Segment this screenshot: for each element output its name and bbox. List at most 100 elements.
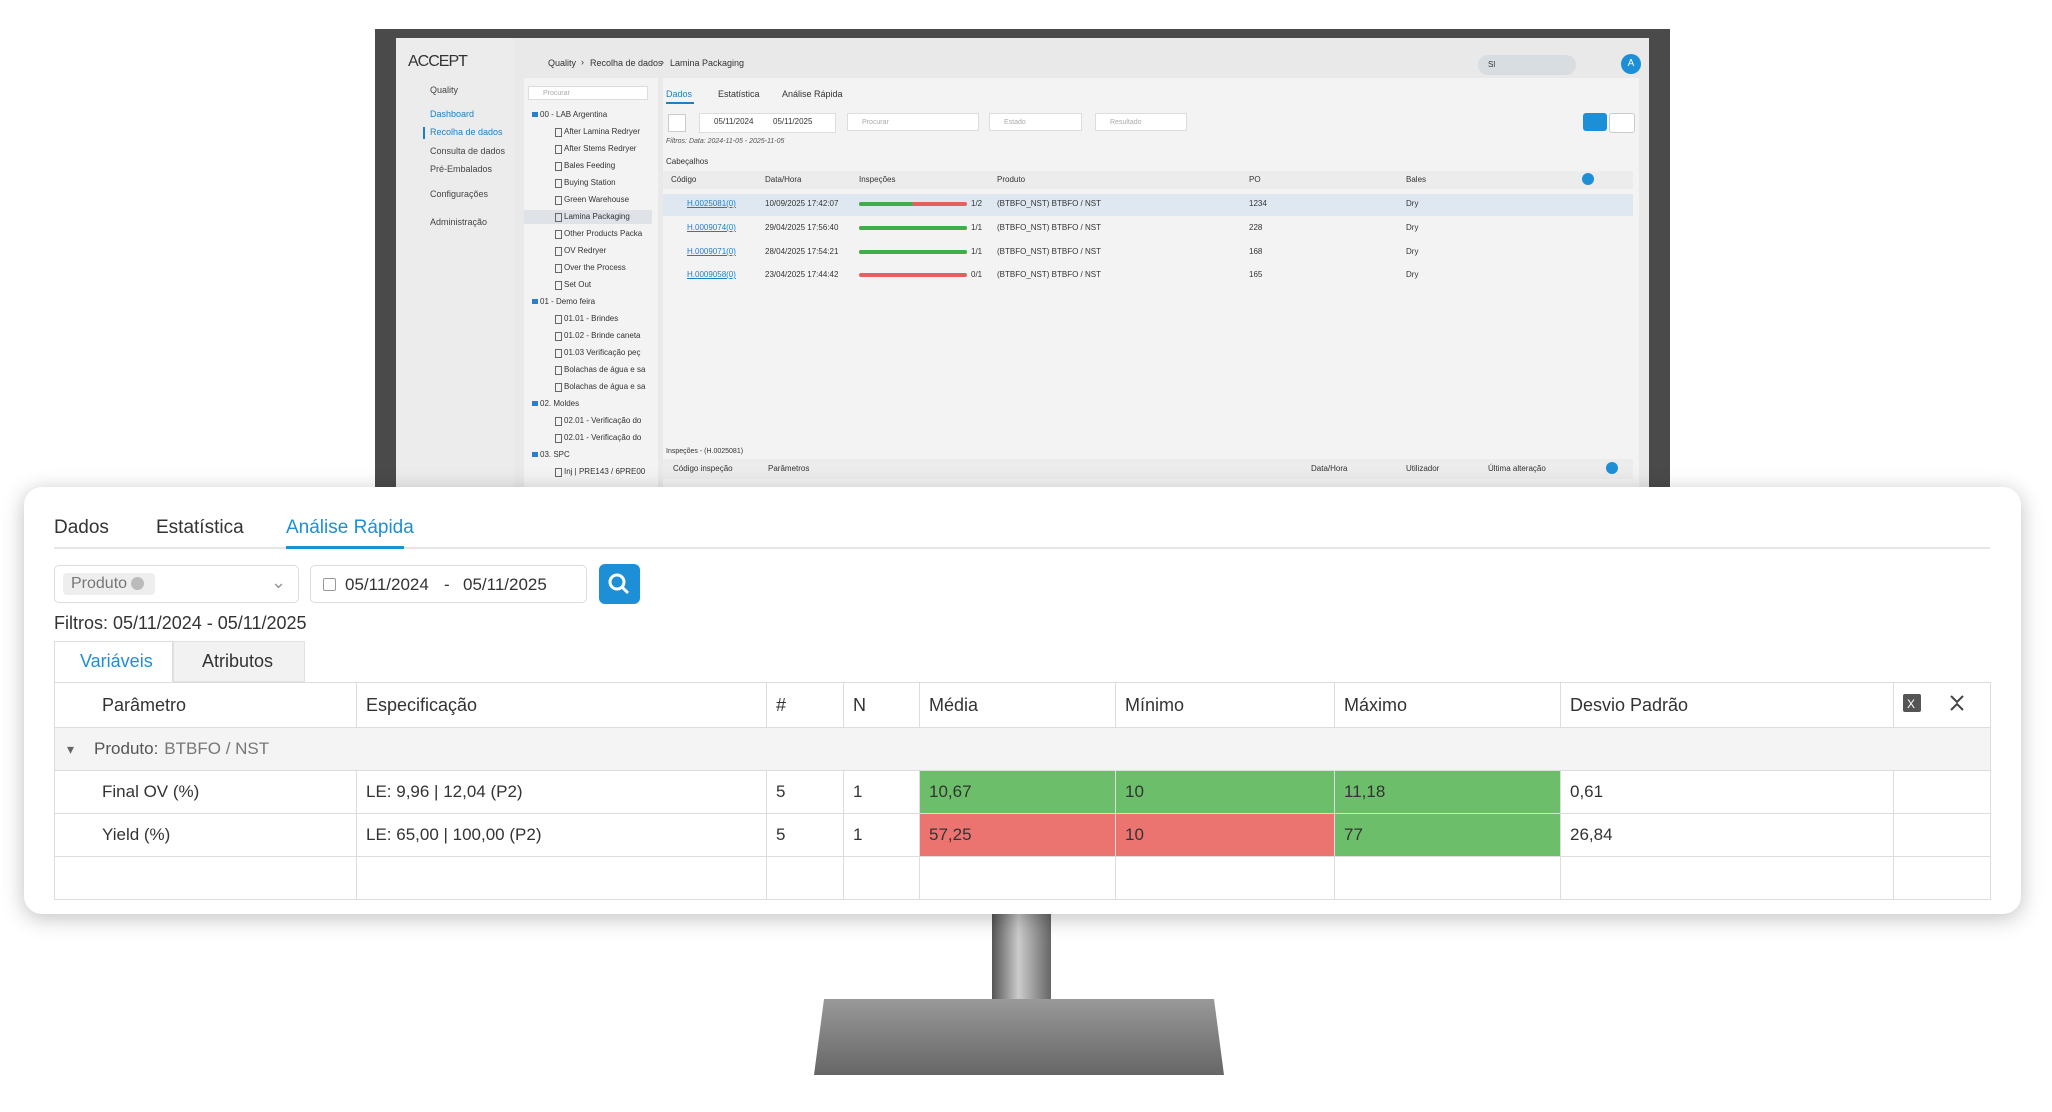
row-po: 165 bbox=[1249, 270, 1263, 279]
date-from: 05/11/2024 bbox=[714, 117, 754, 126]
breadcrumb-item[interactable]: Lamina Packaging bbox=[670, 58, 745, 68]
column-header: Data/Hora bbox=[1311, 464, 1348, 473]
inspection-count: 1/2 bbox=[971, 199, 983, 208]
tree-folder[interactable]: 00 - LAB Argentina bbox=[540, 110, 608, 119]
breadcrumb-item[interactable]: Recolha de dados bbox=[590, 58, 663, 68]
cell: 1 bbox=[843, 770, 920, 814]
column-header: Código bbox=[671, 175, 697, 184]
collapse-icon[interactable]: ▾ bbox=[67, 741, 75, 757]
filter-search[interactable]: Procurar bbox=[847, 113, 979, 131]
tree-folder[interactable]: 02. Moldes bbox=[540, 399, 580, 408]
cell: 10 bbox=[1115, 813, 1335, 857]
svg-text:X: X bbox=[1907, 697, 1915, 711]
row-product: (BTBFO_NST) BTBFO / NST bbox=[997, 270, 1102, 279]
row-bales: Dry bbox=[1406, 270, 1419, 279]
avatar[interactable]: A bbox=[1621, 54, 1641, 74]
date-from[interactable]: 05/11/2024 bbox=[345, 575, 429, 594]
filter-button[interactable] bbox=[668, 114, 686, 132]
cell: 11,18 bbox=[1334, 770, 1561, 814]
empty-row bbox=[54, 856, 1991, 900]
tree-leaf[interactable]: Bales Feeding bbox=[564, 161, 616, 170]
tab[interactable]: Dados bbox=[666, 89, 693, 99]
view-toggle[interactable] bbox=[1609, 113, 1635, 133]
tree-leaf[interactable]: Green Warehouse bbox=[564, 195, 630, 204]
calendar-icon bbox=[323, 578, 336, 591]
sidebar-item[interactable]: Recolha de dados bbox=[430, 127, 503, 137]
tree-leaf[interactable]: Buying Station bbox=[564, 178, 616, 187]
group-row: ▾ Produto: BTBFO / NST bbox=[54, 727, 1991, 771]
tree-leaf[interactable]: After Lamina Redryer bbox=[564, 127, 641, 136]
tree-leaf[interactable]: After Stems Redryer bbox=[564, 144, 637, 153]
monitor-neck bbox=[992, 914, 1051, 1004]
doc-icon bbox=[555, 315, 562, 324]
row-code[interactable]: H.0009074(0) bbox=[687, 223, 736, 232]
sidebar-item[interactable]: Dashboard bbox=[430, 109, 475, 119]
inspection-bar bbox=[859, 250, 967, 254]
product-select[interactable]: Produto ⌄ bbox=[54, 565, 299, 603]
tree-leaf[interactable]: Inj | PRE143 / 6PRE00 bbox=[564, 467, 646, 476]
row-product: (BTBFO_NST) BTBFO / NST bbox=[997, 247, 1102, 256]
date-box[interactable] bbox=[699, 113, 836, 133]
breadcrumb-item[interactable]: Quality bbox=[548, 58, 577, 68]
subtab-label[interactable]: Variáveis bbox=[80, 651, 153, 671]
tree-leaf[interactable]: OV Redryer bbox=[564, 246, 607, 255]
filter-resultado[interactable]: Resultado bbox=[1095, 113, 1187, 131]
tree-leaf[interactable]: 01.03 Verificação peç bbox=[564, 348, 641, 357]
tree-folder[interactable]: 01 - Demo feira bbox=[540, 297, 596, 306]
table-actions[interactable]: X bbox=[1903, 688, 1973, 718]
tab[interactable]: Estatística bbox=[156, 517, 244, 538]
subtab-label[interactable]: Atributos bbox=[202, 651, 274, 671]
tree-leaf[interactable]: 02.01 - Verificação do bbox=[564, 416, 642, 425]
data-row: Final OV (%) LE: 9,96 | 12,04 (P2) 5 1 10,67… bbox=[54, 770, 1991, 814]
row-date: 28/04/2025 17:54:21 bbox=[765, 247, 839, 256]
cell bbox=[843, 856, 920, 900]
row-code[interactable]: H.0025081(0) bbox=[687, 199, 736, 208]
tree-leaf[interactable]: Lamina Packaging bbox=[564, 212, 630, 221]
row-po: 228 bbox=[1249, 223, 1263, 232]
tree-leaf[interactable]: 01.02 - Brinde caneta bbox=[564, 331, 641, 340]
breadcrumb-sep: › bbox=[581, 57, 584, 67]
tree-leaf[interactable]: Bolachas de água e sa bbox=[564, 382, 646, 391]
tree-leaf[interactable]: Bolachas de água e sa bbox=[564, 365, 646, 374]
quick-analysis-panel: Dados Estatística Análise Rápida Produto ⌄ 05… bbox=[24, 487, 2021, 914]
tree-leaf[interactable]: Over the Process bbox=[564, 263, 626, 272]
doc-icon bbox=[555, 383, 562, 392]
sidebar-item[interactable]: Quality bbox=[430, 85, 459, 95]
chip-remove[interactable] bbox=[131, 577, 144, 590]
tab[interactable]: Análise Rápida bbox=[286, 517, 414, 538]
breadcrumb-sep: › bbox=[661, 57, 664, 67]
filter-estado[interactable]: Estado bbox=[989, 113, 1082, 131]
monitor-base bbox=[814, 999, 1224, 1075]
tab[interactable]: Dados bbox=[54, 517, 109, 538]
doc-icon bbox=[555, 247, 562, 256]
row-code[interactable]: H.0009071(0) bbox=[687, 247, 736, 256]
view-toggle[interactable] bbox=[1583, 113, 1607, 131]
tree-leaf[interactable]: 01.01 - Brindes bbox=[564, 314, 619, 323]
inspections-title: Inspeções - (H.0025081) bbox=[666, 448, 744, 455]
cell: Média bbox=[919, 682, 1116, 728]
tree-leaf[interactable]: Other Products Packa bbox=[564, 229, 643, 238]
doc-icon bbox=[555, 264, 562, 273]
inspection-count: 0/1 bbox=[971, 270, 983, 279]
date-range[interactable]: 05/11/2024-05/11/2025 bbox=[310, 565, 587, 603]
global-search[interactable]: Sl bbox=[1478, 55, 1576, 75]
tree-search[interactable]: Procurar bbox=[528, 86, 648, 100]
sidebar-item[interactable]: Pré-Embalados bbox=[430, 164, 493, 174]
sidebar-item[interactable]: Consulta de dados bbox=[430, 146, 506, 156]
tree-folder[interactable]: 03. SPC bbox=[540, 450, 570, 459]
tree-leaf[interactable]: 02.01 - Verificação do bbox=[564, 433, 642, 442]
search-button[interactable] bbox=[599, 564, 640, 604]
row-code[interactable]: H.0009058(0) bbox=[687, 270, 736, 279]
inspection-count: 1/1 bbox=[971, 223, 983, 232]
date-to[interactable]: 05/11/2025 bbox=[463, 575, 547, 594]
tree-leaf[interactable]: Set Out bbox=[564, 280, 592, 289]
tab[interactable]: Análise Rápida bbox=[782, 89, 843, 99]
row-bales: Dry bbox=[1406, 223, 1419, 232]
cell bbox=[766, 856, 844, 900]
sidebar-item[interactable]: Configurações bbox=[430, 189, 489, 199]
cell bbox=[1893, 856, 1991, 900]
tab[interactable]: Estatística bbox=[718, 89, 760, 99]
inspection-bar bbox=[859, 273, 967, 277]
sidebar-item[interactable]: Administração bbox=[430, 217, 488, 227]
